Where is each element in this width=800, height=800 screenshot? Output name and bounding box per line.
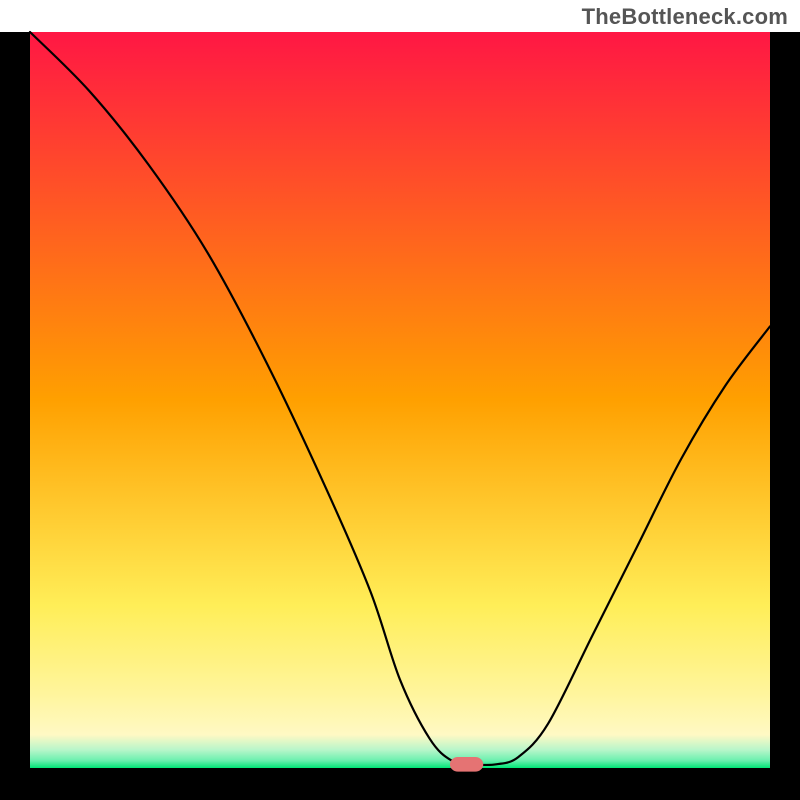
optimal-point-marker — [450, 757, 483, 772]
watermark-text: TheBottleneck.com — [582, 4, 788, 30]
chart-stage: TheBottleneck.com — [0, 0, 800, 800]
plot-background — [30, 32, 770, 768]
bottleneck-curve-chart — [0, 0, 800, 800]
